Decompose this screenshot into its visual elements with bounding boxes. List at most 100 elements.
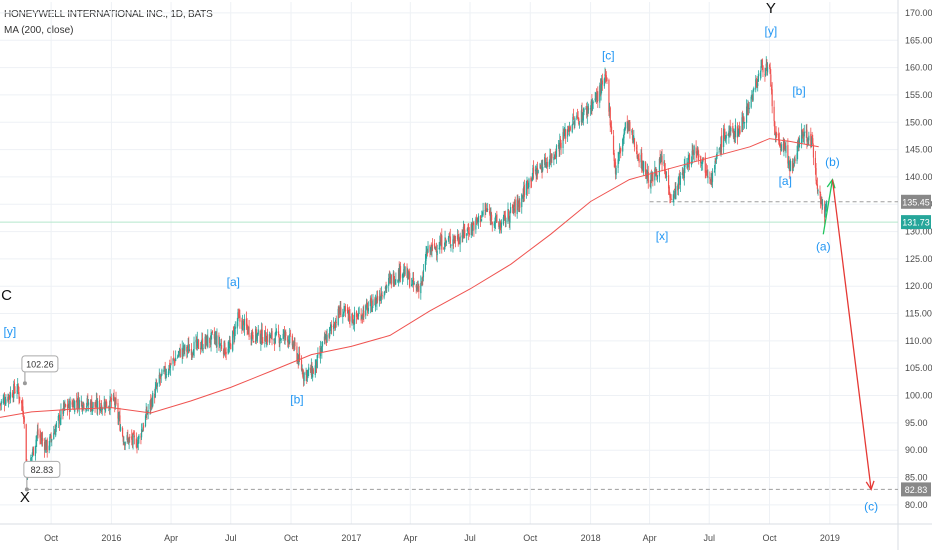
candle-body [99, 399, 101, 411]
candle-body [716, 152, 718, 158]
candle-body [499, 224, 501, 226]
candle-body [439, 239, 442, 245]
candle-body [725, 137, 727, 140]
candle-body [500, 222, 503, 228]
candle-body [461, 235, 463, 238]
candle-body [480, 219, 482, 221]
candle-body [5, 399, 7, 404]
candle-body [416, 286, 419, 289]
candle-body [349, 316, 351, 322]
candle-body [72, 404, 74, 408]
candle-body [512, 207, 514, 211]
candle-body [76, 400, 78, 403]
candle-body [759, 72, 761, 77]
candle-body [609, 107, 611, 126]
price-tick-label: 140.00 [905, 172, 932, 182]
candle-body [744, 122, 746, 124]
candle-body [517, 205, 520, 207]
candle-body [81, 401, 83, 410]
candle-body [622, 137, 624, 141]
candle-body [201, 338, 204, 350]
candle-body [338, 312, 341, 315]
candle-body [784, 142, 786, 149]
candle-body [163, 369, 165, 372]
candle-body [807, 139, 809, 142]
candle-body [441, 235, 443, 250]
candle-body [434, 247, 436, 250]
candle-body [669, 196, 672, 199]
candle-body [45, 440, 48, 450]
candle-body [404, 266, 406, 275]
candle-body [816, 181, 818, 186]
candle-body [622, 138, 624, 152]
candle-body [229, 339, 231, 343]
candle-body [264, 331, 267, 342]
candle-body [315, 359, 317, 368]
candle-body [133, 432, 135, 435]
candle-body [664, 163, 666, 172]
candle-body [220, 343, 222, 345]
candle-body [62, 408, 64, 414]
candle-body [517, 198, 519, 204]
candle-body [45, 442, 47, 450]
candle-body [803, 131, 805, 137]
candles [0, 56, 828, 480]
candle-body [237, 314, 240, 316]
candle-body [546, 162, 548, 167]
candle-body [696, 148, 699, 155]
candle-body [430, 247, 432, 253]
candle-body [686, 164, 688, 166]
candle-body [92, 402, 94, 408]
price-tick-label: 120.00 [905, 281, 932, 291]
candle-body [450, 244, 452, 246]
price-label-bg [901, 215, 931, 230]
candle-body [187, 344, 189, 349]
candle-body [656, 173, 658, 178]
time-tick-label: Oct [44, 533, 59, 543]
candle-body [37, 429, 39, 436]
candle-body [664, 170, 666, 173]
candle-body [374, 299, 377, 307]
candle-body [379, 294, 381, 300]
candle-body [110, 398, 112, 400]
candle-body [686, 165, 689, 169]
candle-body [485, 208, 487, 212]
candle-body [0, 403, 2, 405]
candle-body [146, 410, 148, 416]
candle-body [118, 417, 120, 420]
candle-body [335, 321, 337, 323]
candle-body [711, 178, 713, 183]
candle-body [250, 335, 252, 340]
candle-body [651, 172, 653, 181]
candle-body [126, 435, 128, 440]
candle-body [448, 237, 450, 239]
candle-body [559, 140, 561, 150]
candle-body [344, 308, 346, 309]
candle-body [257, 332, 259, 337]
candle-body [362, 309, 364, 319]
candle-body [13, 384, 15, 399]
candle-body [822, 204, 824, 206]
candle-body [78, 399, 80, 409]
candle-body [470, 224, 472, 236]
candle-body [383, 295, 385, 298]
candle-body [489, 211, 491, 221]
candle-body [518, 200, 520, 208]
candle-body [177, 354, 179, 356]
time-tick-label: Oct [763, 533, 778, 543]
candle-body [536, 167, 539, 175]
candle-body [372, 299, 374, 307]
candle-body [445, 241, 447, 243]
candle-body [650, 174, 652, 189]
candle-body [504, 212, 506, 215]
candle-body [484, 210, 486, 211]
candle-body [454, 235, 456, 240]
candle-body [241, 320, 243, 330]
candle-body [472, 224, 474, 226]
candle-body [766, 67, 769, 73]
wave-label: [b] [792, 84, 805, 98]
candle-body [631, 130, 634, 140]
candle-body [539, 163, 541, 169]
candle-body [660, 157, 662, 160]
